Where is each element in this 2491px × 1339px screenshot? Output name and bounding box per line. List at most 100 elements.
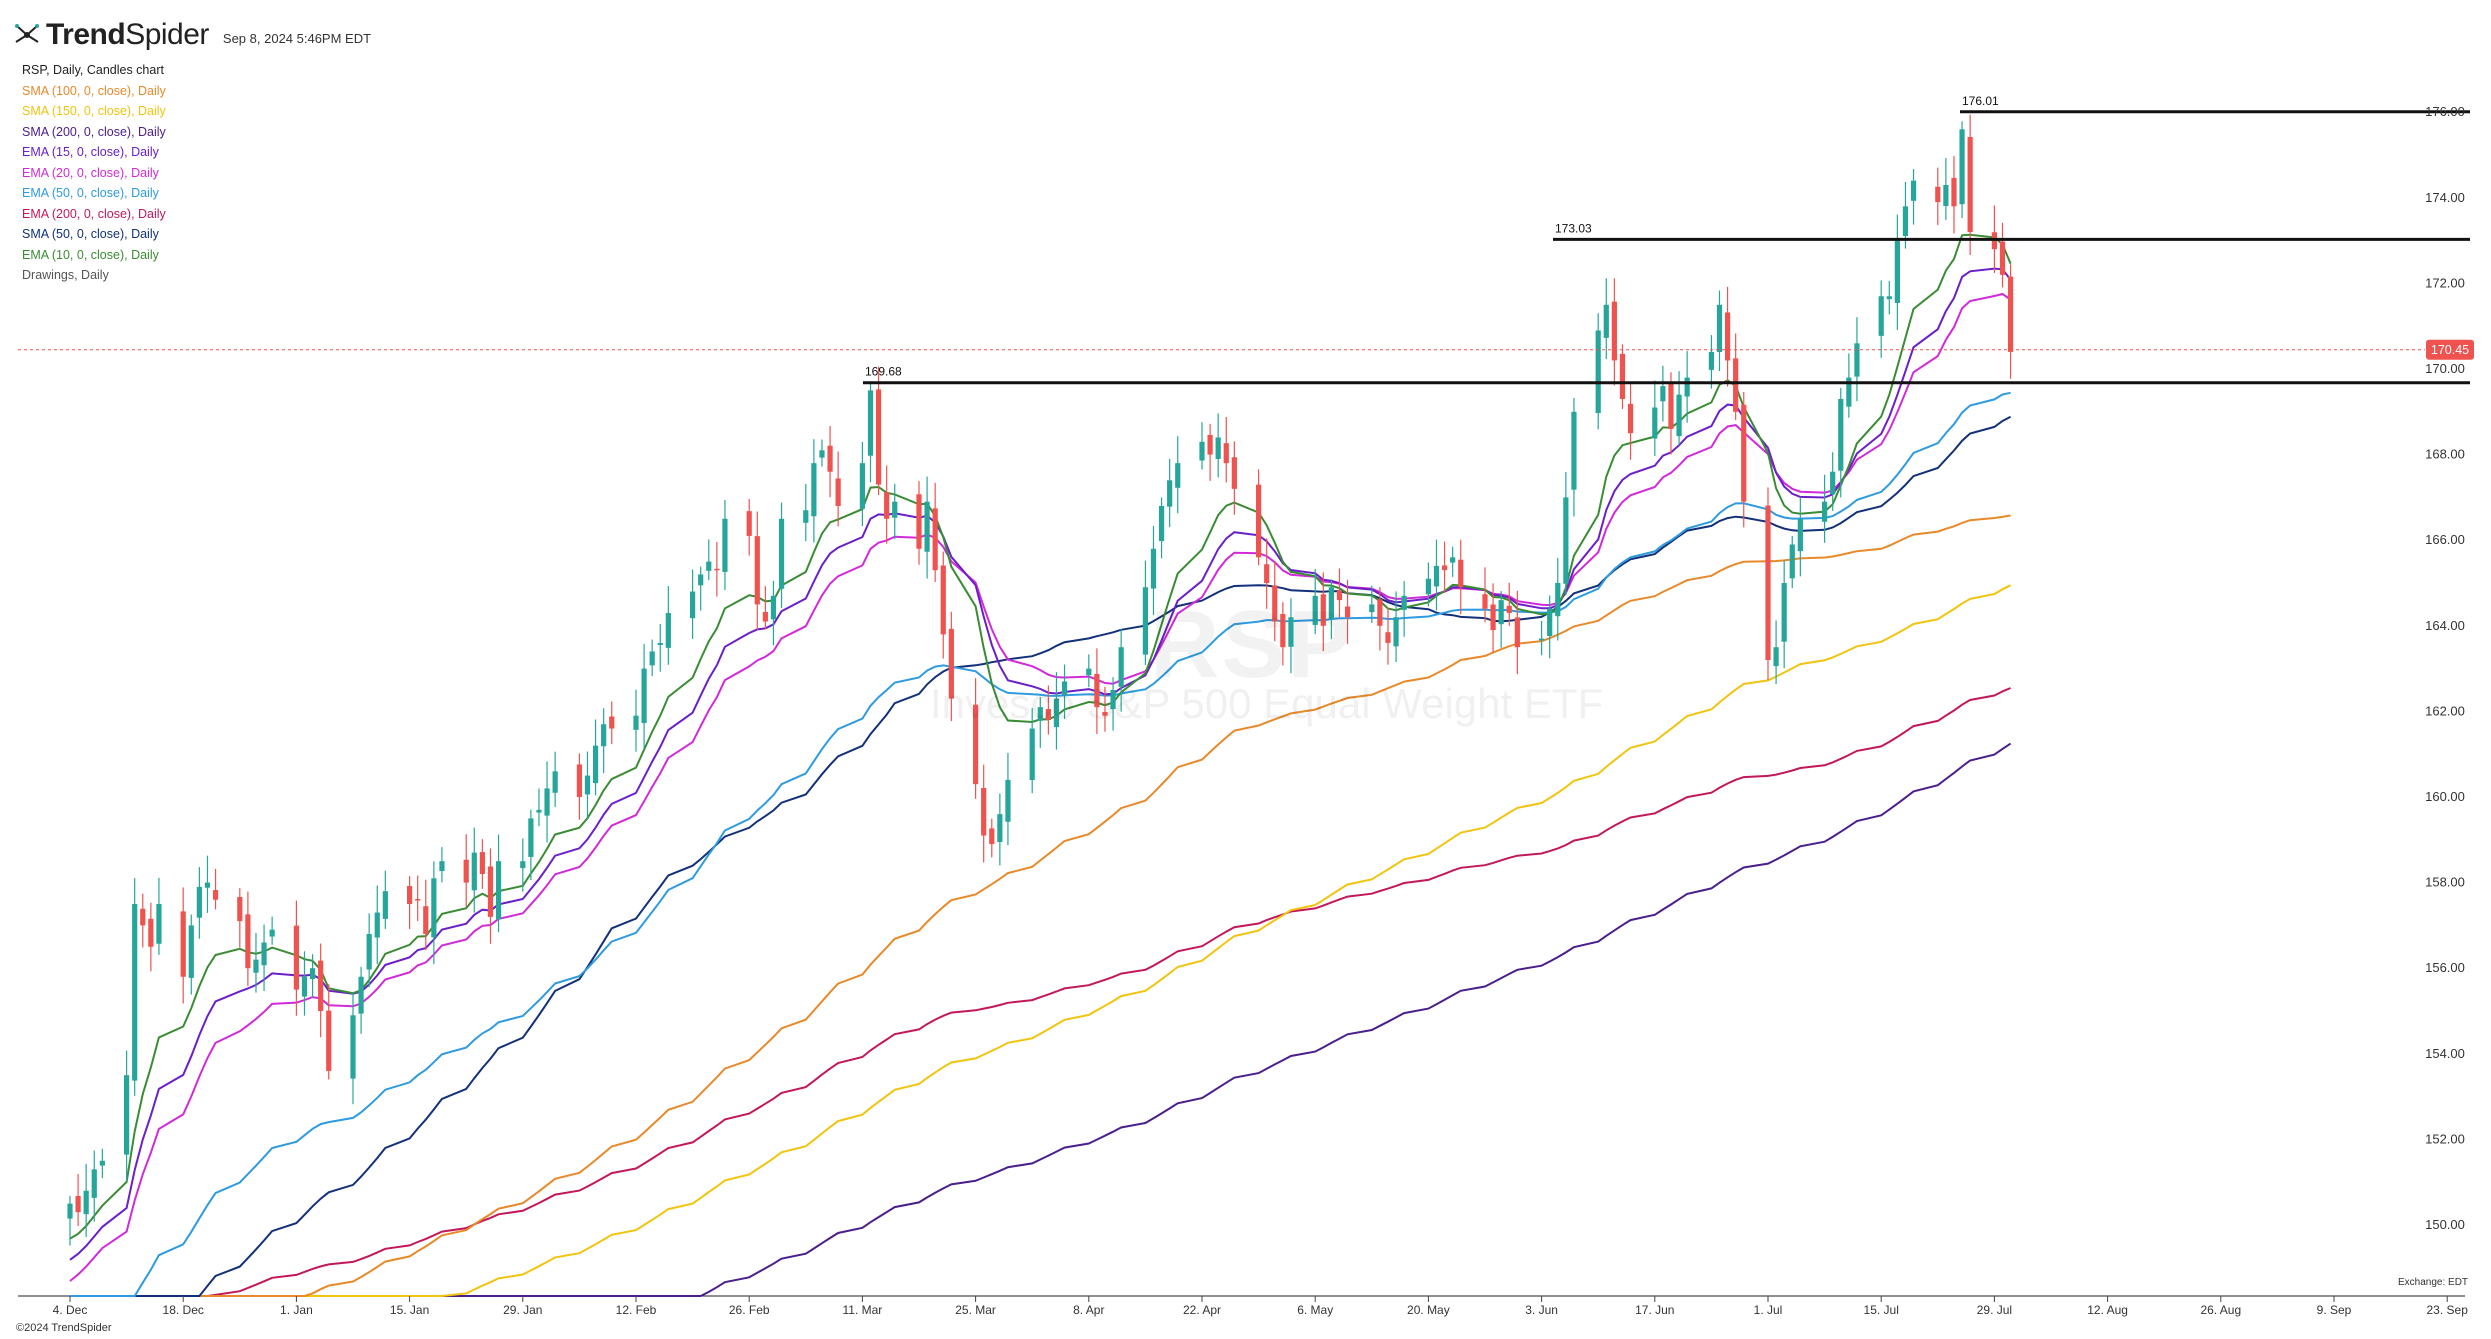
candle: [714, 541, 720, 597]
candle-body: [714, 568, 720, 571]
candle: [196, 867, 202, 939]
legend-entry[interactable]: EMA (15, 0, close), Daily: [22, 145, 159, 159]
candle-body: [1175, 463, 1181, 488]
candle: [584, 751, 591, 819]
legend-entry[interactable]: EMA (10, 0, close), Daily: [22, 247, 159, 262]
candle-body: [1999, 241, 2006, 275]
candle: [1603, 278, 1609, 360]
candle: [1441, 541, 1448, 593]
candle: [1215, 413, 1221, 478]
candle: [601, 708, 607, 774]
candle: [1652, 380, 1658, 457]
y-tick-label: 154.00: [2425, 1046, 2465, 1061]
brand-light: Spider: [125, 18, 209, 51]
candle-body: [633, 715, 639, 730]
legend-entry[interactable]: SMA (50, 0, close), Daily: [22, 227, 159, 241]
candle: [1547, 595, 1553, 659]
legend-entry[interactable]: EMA (20, 0, close), Daily: [22, 165, 159, 180]
candle-body: [989, 828, 995, 845]
candle: [99, 1148, 105, 1179]
y-tick-label: 172.00: [2425, 275, 2465, 290]
candle-body: [835, 478, 841, 506]
candle-body: [326, 1010, 332, 1071]
legend-entry[interactable]: SMA (150, 0, close), Daily: [22, 104, 166, 118]
candle: [1830, 452, 1836, 511]
candle: [1158, 497, 1165, 559]
candle-body: [1490, 604, 1496, 631]
candle: [1223, 417, 1229, 483]
candle: [350, 991, 356, 1105]
candle: [471, 827, 477, 913]
candle: [1458, 539, 1464, 615]
candle-body: [1061, 681, 1068, 695]
candle: [576, 753, 582, 820]
candle-body: [1037, 707, 1043, 721]
candle-body: [1506, 605, 1512, 613]
candle: [722, 500, 728, 591]
candle-body: [124, 1075, 130, 1155]
candle: [690, 569, 696, 639]
candle: [75, 1173, 81, 1227]
moving-averages: [69, 233, 2012, 1297]
candle-body: [528, 818, 534, 857]
candle-body: [1595, 330, 1601, 414]
candle-body: [973, 704, 979, 785]
legend-entry[interactable]: SMA (100, 0, close), Daily: [22, 83, 166, 98]
candle-body: [1393, 617, 1399, 647]
candle-body: [762, 612, 768, 622]
candle: [528, 809, 534, 881]
candle: [1045, 685, 1051, 735]
candle: [1167, 458, 1173, 528]
candle: [762, 586, 768, 630]
trendspider-logo-icon: [15, 24, 39, 43]
candle: [633, 689, 639, 752]
candle-body: [245, 914, 251, 969]
candle-body: [140, 908, 146, 926]
candle-body: [1385, 632, 1391, 643]
candle: [1094, 648, 1100, 734]
candle-body: [892, 501, 898, 518]
candle: [479, 839, 485, 889]
legend-entry[interactable]: RSP, Daily, Candles chart: [22, 63, 164, 77]
candle: [132, 878, 138, 1096]
candle-body: [544, 788, 550, 816]
candle-body: [1846, 377, 1852, 407]
candle-body: [1102, 711, 1108, 716]
candle-body: [1272, 585, 1278, 622]
candle-body: [91, 1169, 97, 1198]
candle-body: [778, 518, 785, 589]
candle: [91, 1150, 97, 1222]
candle: [1175, 436, 1181, 514]
candle-body: [1555, 583, 1561, 617]
level-label: 173.03: [1555, 221, 1592, 235]
candle-body: [1514, 617, 1520, 648]
candle-body: [1312, 595, 1318, 625]
x-tick-label: 20. May: [1407, 1303, 1450, 1317]
candle-body: [1498, 600, 1504, 625]
sma50-line: [70, 415, 2012, 1297]
candle: [1498, 591, 1504, 648]
candle-body: [1830, 471, 1836, 495]
y-tick-label: 150.00: [2425, 1217, 2465, 1232]
candle: [1959, 121, 1965, 219]
candle: [180, 887, 186, 1004]
candle-body: [948, 628, 954, 699]
legend-entry[interactable]: Drawings, Daily: [22, 268, 109, 282]
legend-entry[interactable]: SMA (200, 0, close), Daily: [22, 124, 166, 139]
candle-body: [1619, 353, 1626, 399]
candle: [1401, 580, 1407, 637]
candle-body: [1458, 559, 1464, 588]
candle: [269, 916, 275, 945]
y-tick-label: 168.00: [2425, 447, 2465, 462]
candle-body: [1627, 403, 1634, 434]
candle: [124, 1050, 130, 1182]
y-tick-label: 170.00: [2425, 361, 2465, 376]
candle-body: [75, 1195, 81, 1213]
x-axis: 4. Dec 18. Dec 1. Jan 15. Jan 29. Jan 12. Feb…: [53, 1296, 2468, 1317]
candle: [940, 551, 946, 659]
candle: [520, 838, 526, 892]
legend-entry[interactable]: EMA (200, 0, close), Daily: [22, 206, 166, 221]
legend-entry[interactable]: EMA (50, 0, close), Daily: [22, 186, 159, 200]
candle-body: [1264, 564, 1270, 583]
